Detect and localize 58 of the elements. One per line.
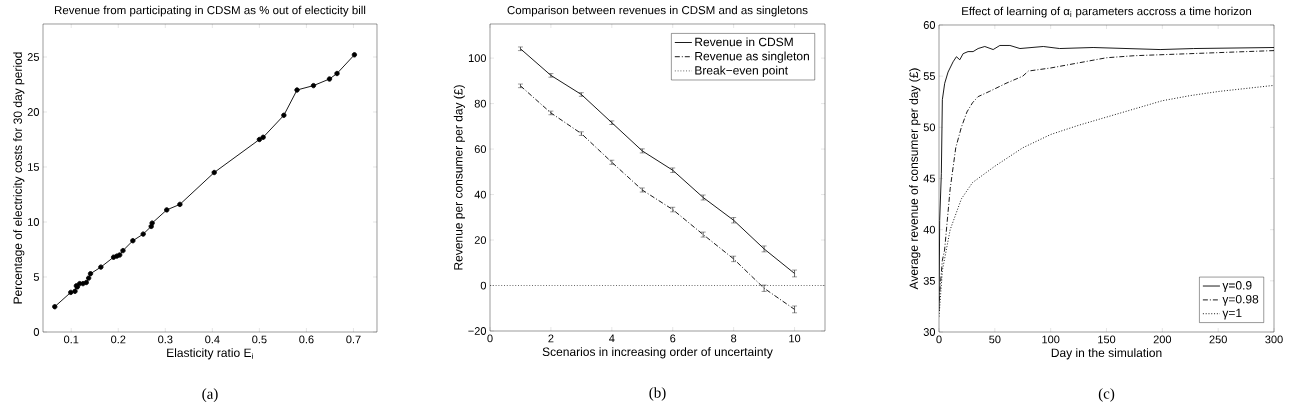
x-tick-label: 50 xyxy=(989,335,1001,344)
y-tick-label: 60 xyxy=(474,145,487,153)
x-tick-label: 200 xyxy=(1153,335,1172,344)
y-tick-label: 55 xyxy=(923,72,935,80)
legend-label: γ=1 xyxy=(1222,308,1242,320)
x-tick-label: 0.3 xyxy=(158,335,173,344)
y-tick-label: 0 xyxy=(33,328,40,336)
x-tick-label: 300 xyxy=(1265,335,1283,344)
legend-label: Break−even point xyxy=(695,65,788,77)
x-tick-label: 6 xyxy=(670,334,676,343)
y-axis-title: Percentage of electricity costs for 30 day period xyxy=(13,52,25,304)
x-tick-label: 250 xyxy=(1209,335,1227,344)
x-tick-label: 8 xyxy=(731,334,737,343)
x-axis-title: Elasticity ratio E$_{i}$ xyxy=(167,348,253,360)
y-tick-label: 30 xyxy=(923,328,936,336)
x-axis-title: Scenarios in increasing order of uncertainty xyxy=(542,347,773,359)
chart-title: Comparison between revenues in CDSM and as singletons xyxy=(507,5,808,17)
y-tick-label: 50 xyxy=(923,123,936,132)
x-tick-label: 0.2 xyxy=(111,335,126,344)
y-tick-label: 20 xyxy=(474,236,487,244)
legend-label: γ=0.9 xyxy=(1222,281,1252,292)
x-tick-label: 100 xyxy=(1042,335,1060,344)
y-tick-label: 5 xyxy=(33,273,39,281)
x-tick-label: 0.4 xyxy=(205,335,220,344)
x-tick-label: 4 xyxy=(609,334,615,343)
y-tick-label: −20 xyxy=(468,327,487,335)
x-tick-label: 0.1 xyxy=(64,335,79,344)
x-tick-label: 150 xyxy=(1098,335,1116,344)
y-tick-label: 40 xyxy=(923,225,936,234)
x-tick-label: 2 xyxy=(548,334,554,343)
x-tick-label: 0.6 xyxy=(299,335,314,344)
y-tick-label: 20 xyxy=(27,108,40,116)
text: (a) xyxy=(202,388,218,402)
x-tick-label: 0 xyxy=(487,334,493,343)
y-tick-label: 35 xyxy=(923,276,935,285)
x-tick-label: 0 xyxy=(936,335,942,344)
y-axis-title: Revenue per consumer per day (£) xyxy=(453,85,465,270)
y-axis-title: Average revenue of consumer per day (£) xyxy=(909,68,921,290)
chart-title: Effect of learning of α$_{i}$ parameters accross a time horizon xyxy=(962,6,1252,18)
x-tick-label: 0.5 xyxy=(252,335,267,344)
y-tick-label: 45 xyxy=(923,174,935,183)
y-tick-label: 10 xyxy=(28,218,40,226)
y-tick-label: 25 xyxy=(27,53,39,61)
text: (c) xyxy=(1098,388,1115,402)
y-tick-label: 80 xyxy=(474,99,487,108)
text: (b) xyxy=(649,387,666,401)
legend-label: Revenue as singleton xyxy=(695,51,809,63)
legend-label: γ=0.98 xyxy=(1222,294,1259,306)
x-tick-label: 0.7 xyxy=(346,335,361,344)
y-tick-label: 15 xyxy=(28,163,39,171)
y-tick-label: 0 xyxy=(480,281,487,290)
x-axis-title: Day in the simulation xyxy=(1051,348,1162,360)
legend-label: Revenue in CDSM xyxy=(695,37,793,47)
y-tick-label: 60 xyxy=(923,21,936,29)
chart-title: Revenue from participating in CDSM as % out of electicity bill xyxy=(54,5,366,17)
y-tick-label: 100 xyxy=(468,54,487,63)
x-tick-label: 10 xyxy=(789,334,801,343)
y-tick-label: 40 xyxy=(474,190,487,199)
